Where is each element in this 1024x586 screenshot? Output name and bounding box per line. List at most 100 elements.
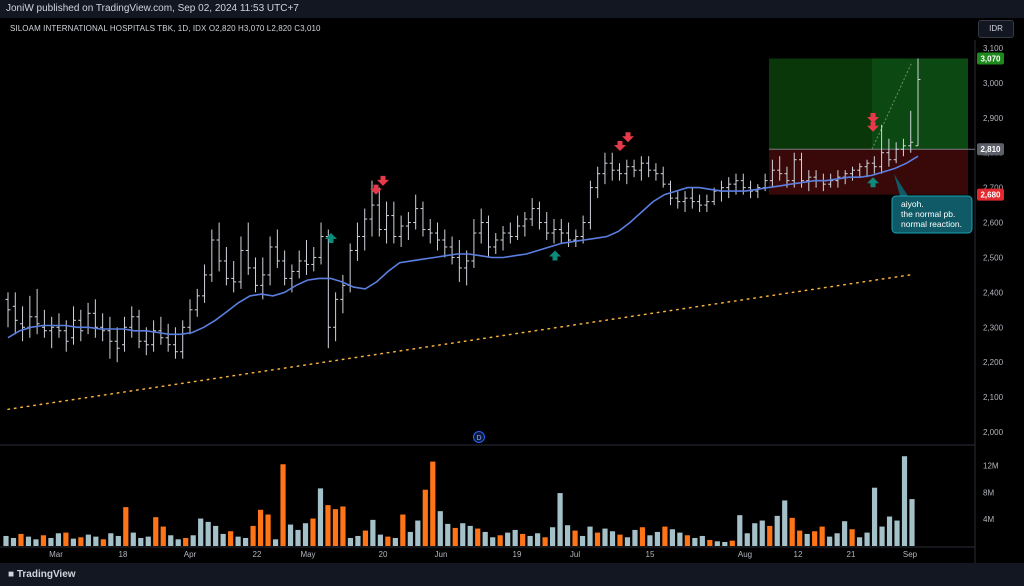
volume-bar [774,515,780,546]
stop-loss-price-label-bg [977,188,1004,201]
annotation-text: aiyoh. [901,199,924,209]
ohlc-bar [398,215,404,247]
ohlc-bar [216,222,222,272]
currency-button[interactable]: IDR [978,20,1014,38]
price-tick-label: 2,200 [983,358,1004,367]
ohlc-bar [100,313,106,342]
volume-bar [325,505,331,546]
volume-tick-label: 12M [983,462,999,471]
time-tick-label: May [300,550,315,559]
open-value: 2,820 [215,24,236,33]
volume-bar [415,520,421,546]
volume-bar [400,514,406,546]
ohlc-bar [587,180,593,230]
volume-bar [602,528,608,546]
price-tick-label: 3,100 [983,44,1004,53]
current-price-label-bg [977,143,1004,156]
ohlc-bar [675,191,681,209]
volume-bar [198,518,204,546]
volume-bar [220,533,226,546]
ohlc-bar [908,110,914,153]
volume-bar [699,535,705,546]
ohlc-bar [689,187,695,209]
volume-bar [138,537,144,546]
volume-bar [557,493,563,546]
tradingview-logo[interactable]: ■ TradingView [8,569,76,580]
ohlc-bar [791,152,797,188]
volume-bar [168,535,174,546]
ohlc-bar [333,292,339,342]
publisher-bar: JoniW published on TradingView.com, Sep … [0,0,1024,18]
ohlc-bar [551,219,557,244]
volume-bar [108,533,114,546]
volume-bar [475,528,481,546]
volume-bar [437,511,443,546]
volume-bar [460,523,466,546]
ohlc-bar [879,124,885,174]
ohlc-bar [500,226,506,251]
volume-bar [797,530,803,546]
volume-bar [265,514,271,546]
price-tick-label: 2,900 [983,114,1004,123]
volume-bar [250,525,256,546]
ohlc-bar [172,327,178,359]
ohlc-bar [209,229,215,282]
volume-bar [310,518,316,546]
ohlc-bar [253,257,259,293]
ohlc-bar [231,260,237,293]
volume-bar [55,533,62,546]
volume-bar [430,461,436,546]
take-profit-price-label-bg [977,52,1004,65]
volume-bar [512,529,518,546]
ohlc-bar [871,156,877,174]
close-label: C [294,24,301,33]
volume-bar [684,535,690,546]
volume-bar [362,530,369,546]
volume-bar [317,488,324,546]
ohlc-bar [558,219,564,244]
ohlc-bar [529,198,535,227]
volume-bar [864,532,870,546]
volume-bar [332,509,339,546]
volume-bar [819,526,825,546]
ohlc-bar [471,219,477,268]
volume-bar [452,527,458,546]
volume-tick-label: 4M [983,515,994,524]
ohlc-bar [478,208,484,244]
ohlc-bar [121,316,127,352]
ohlc-bar [49,316,55,349]
volume-bar [130,532,136,546]
volume-bar [767,525,773,546]
ohlc-bar [653,163,659,181]
ohlc-bar [238,236,244,289]
ohlc-bar [296,250,302,279]
ohlc-bar [697,194,703,213]
volume-bar [789,517,795,546]
price-tick-label: 2,600 [983,219,1004,228]
down-arrow-marker [867,121,879,132]
volume-bar [123,507,129,546]
ohlc-bar [536,201,542,230]
volume-bar [490,537,496,546]
volume-bar [183,537,189,546]
ohlc-bar [900,138,906,157]
volume-bar [901,456,908,546]
price-tick-label: 2,500 [983,253,1004,262]
down-arrow-marker [614,140,626,151]
ohlc-bar [755,184,761,199]
volume-bar [228,531,234,546]
ohlc-bar [806,170,812,192]
volume-bar [759,520,765,546]
volume-bar [100,539,106,546]
ohlc-bar [384,201,390,244]
ohlc-bar [493,233,499,254]
ohlc-bar [260,257,266,300]
volume-bar [886,516,893,546]
volume-bar [160,526,166,546]
brand-name: TradingView [16,569,76,580]
ohlc-bar [180,320,186,359]
volume-bar [572,530,578,546]
volume-bar [175,539,181,546]
volume-bar [654,531,661,546]
